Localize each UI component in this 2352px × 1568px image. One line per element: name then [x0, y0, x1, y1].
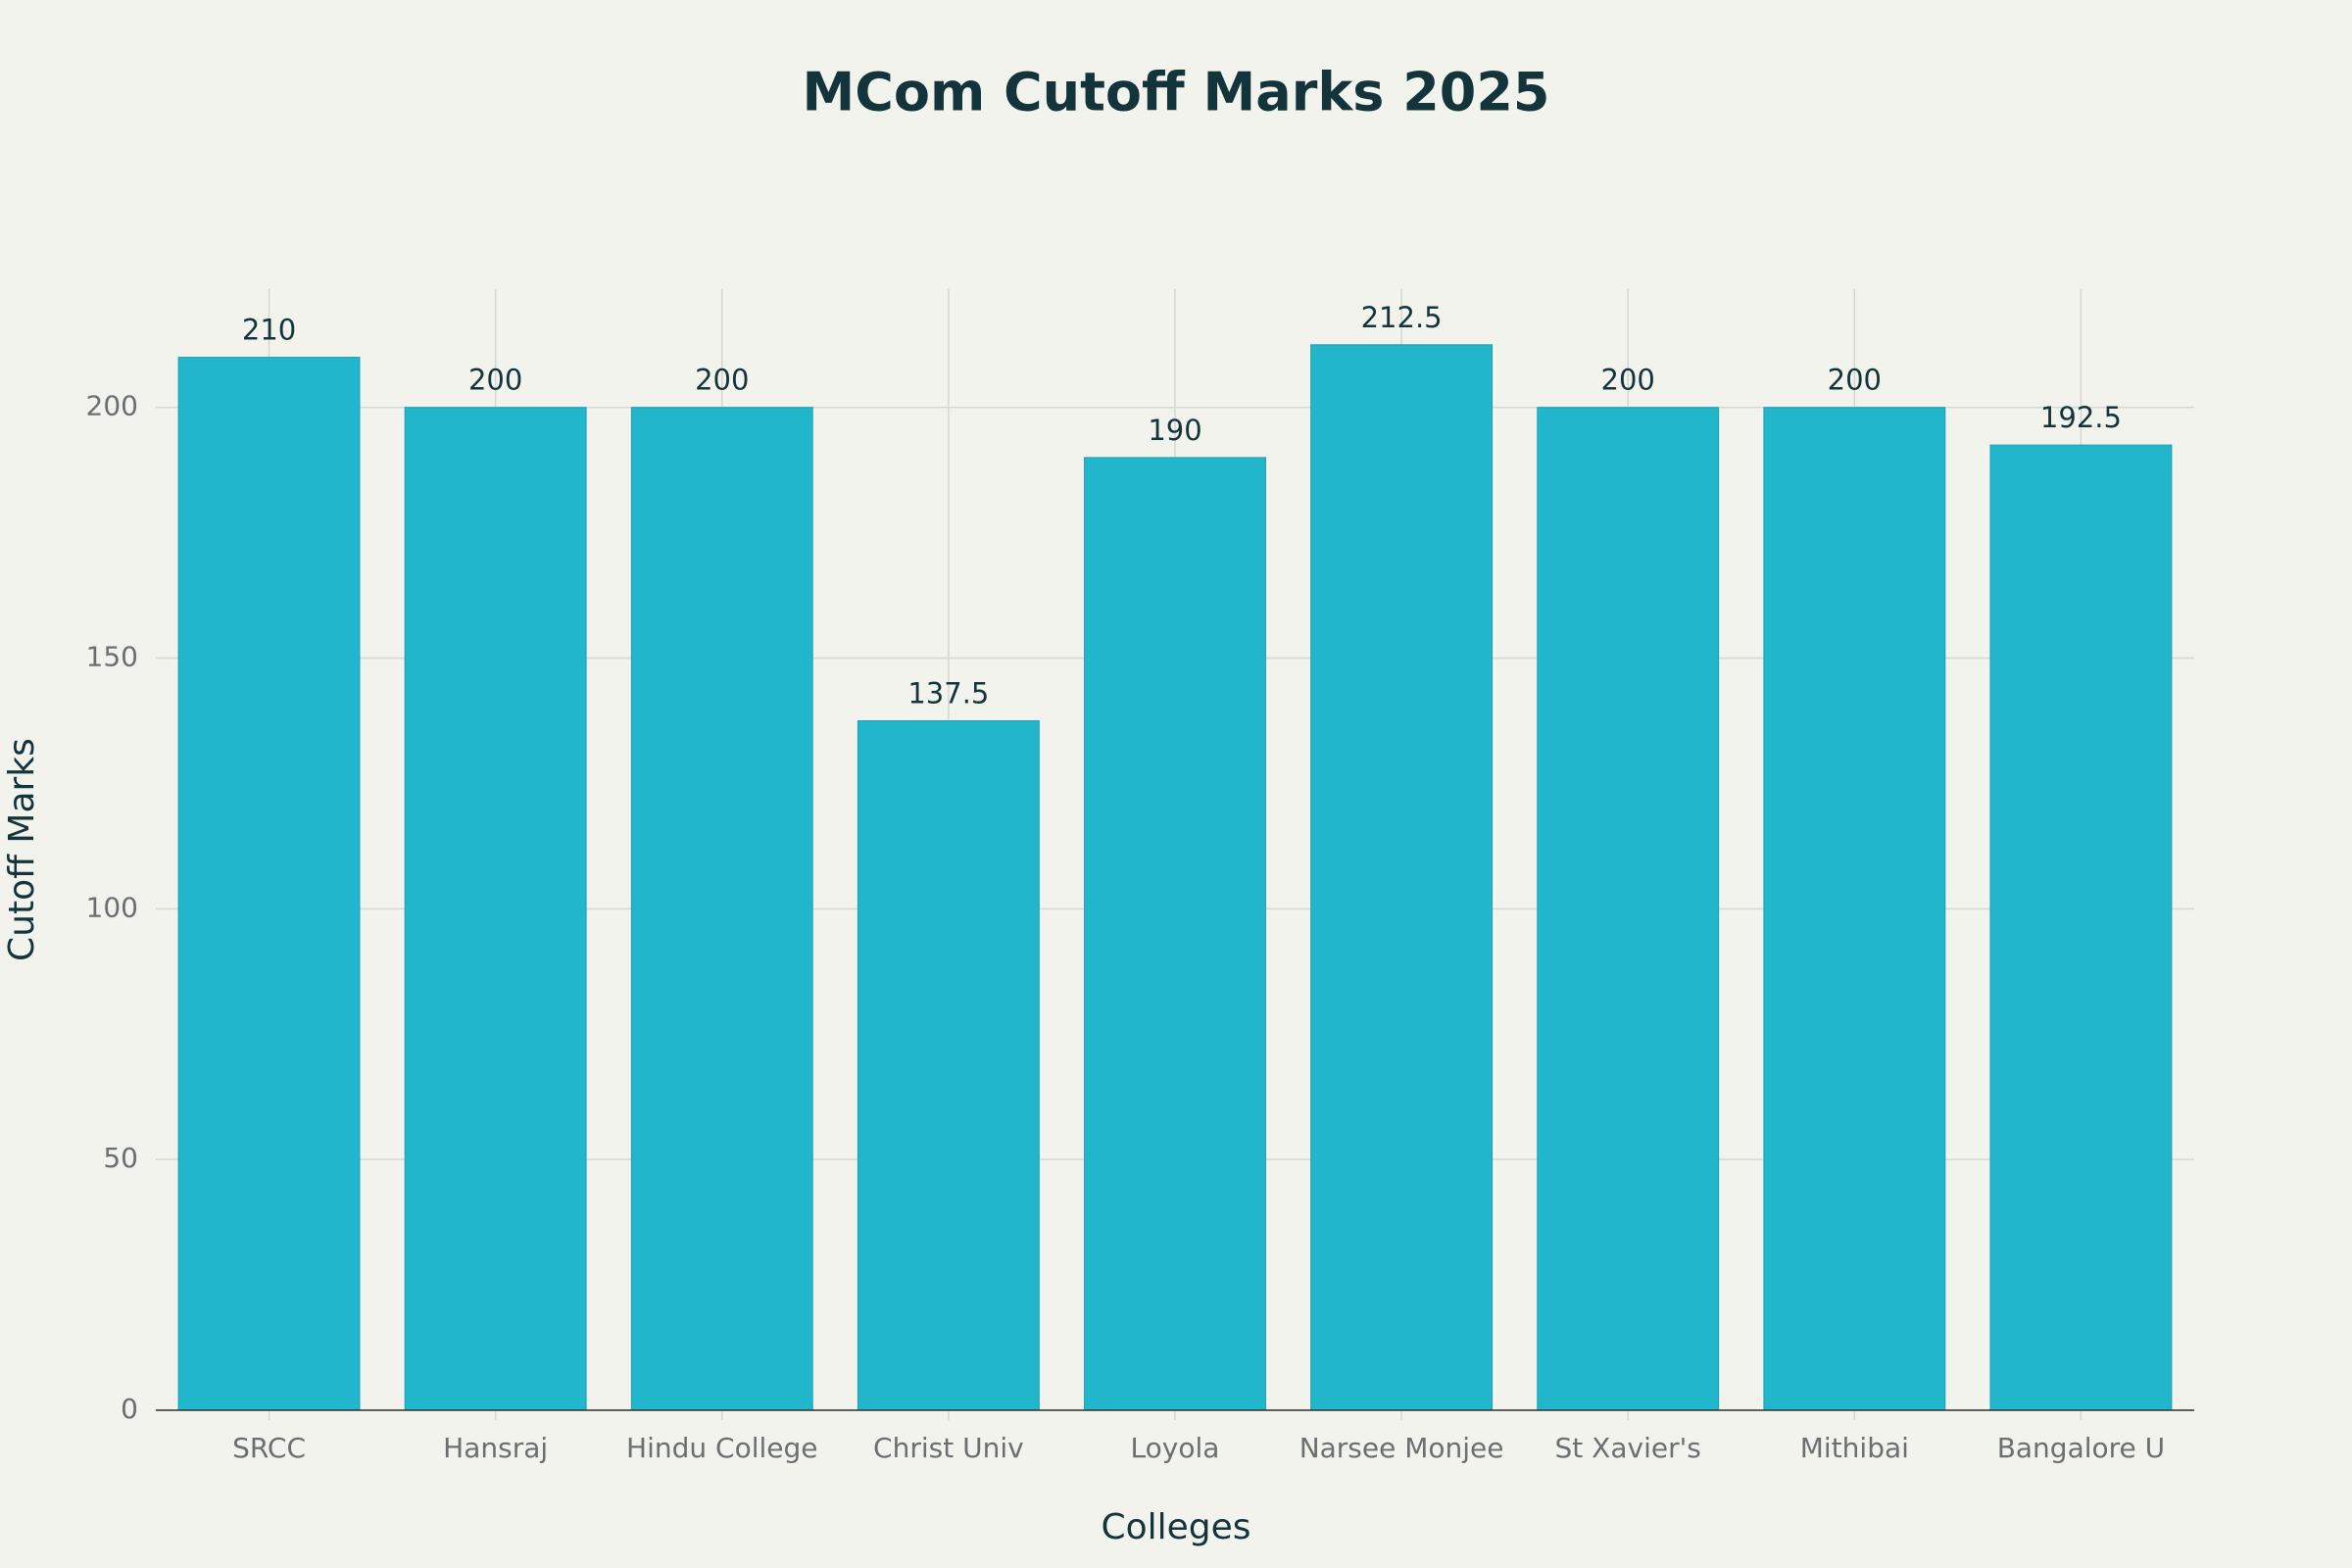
- x-tick-label: Christ Univ: [873, 1432, 1024, 1464]
- x-tick-label: Hindu College: [626, 1432, 817, 1464]
- y-tick-label: 200: [86, 390, 138, 422]
- bar: [857, 720, 1040, 1411]
- value-label: 200: [695, 364, 749, 397]
- value-label: 200: [468, 364, 522, 397]
- y-axis-title: Cutoff Marks: [2, 738, 42, 961]
- value-label: 192.5: [2040, 401, 2122, 434]
- bar: [404, 407, 587, 1411]
- x-tick-label: Loyola: [1131, 1432, 1220, 1464]
- x-tick-label: Hansraj: [443, 1432, 548, 1464]
- value-label: 210: [242, 314, 296, 347]
- bar: [1763, 407, 1946, 1411]
- value-label: 212.5: [1361, 301, 1443, 334]
- value-label: 200: [1601, 364, 1655, 397]
- y-tick-label: 100: [86, 891, 138, 923]
- bar: [177, 357, 361, 1411]
- bar: [1084, 457, 1266, 1411]
- x-tick-label: Bangalore U: [1997, 1432, 2165, 1464]
- y-tick-label: 0: [121, 1393, 138, 1425]
- x-tick-label: Narsee Monjee: [1299, 1432, 1504, 1464]
- value-label: 190: [1148, 414, 1201, 447]
- y-tick-label: 50: [103, 1142, 138, 1174]
- x-axis-title: Colleges: [1101, 1507, 1250, 1547]
- bar: [1310, 344, 1494, 1411]
- chart-title: MCom Cutoff Marks 2025: [802, 62, 1549, 123]
- bar: [1537, 407, 1720, 1411]
- bar: [1989, 444, 2173, 1411]
- x-tick-label: St Xavier's: [1555, 1432, 1701, 1464]
- bar: [630, 407, 813, 1411]
- x-tick-label: SRCC: [232, 1432, 306, 1464]
- value-label: 200: [1828, 364, 1882, 397]
- y-tick-label: 150: [86, 641, 138, 673]
- x-tick-label: Mithibai: [1800, 1432, 1909, 1464]
- value-label: 137.5: [907, 677, 989, 710]
